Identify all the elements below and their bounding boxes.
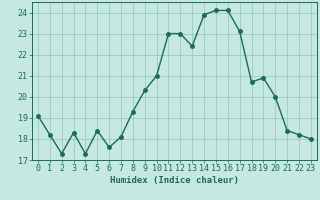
X-axis label: Humidex (Indice chaleur): Humidex (Indice chaleur): [110, 176, 239, 185]
